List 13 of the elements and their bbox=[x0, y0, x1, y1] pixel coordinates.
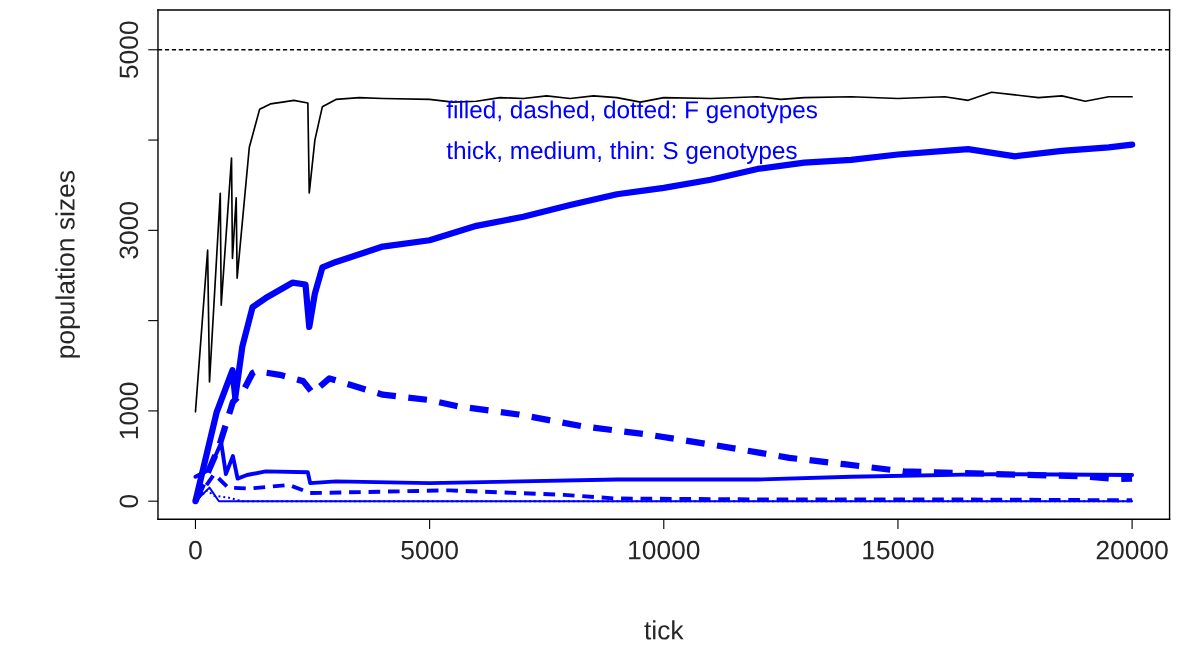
y-tick-label: 1000 bbox=[119, 382, 139, 439]
y-tick-label: 5000 bbox=[119, 21, 139, 79]
x-tick-label: 20000 bbox=[1096, 540, 1168, 560]
x-tick-label: 5000 bbox=[401, 540, 458, 560]
y-axis-title: population sizes bbox=[55, 170, 80, 358]
x-tick-label: 0 bbox=[189, 540, 202, 560]
x-tick-label: 15000 bbox=[863, 540, 934, 560]
x-tick-label: 10000 bbox=[629, 540, 700, 560]
annotation: filled, dashed, dotted: F genotypes bbox=[446, 100, 817, 124]
y-tick-label: 3000 bbox=[119, 202, 139, 259]
x-axis-title: tick bbox=[644, 620, 684, 640]
annotation: thick, medium, thin: S genotypes bbox=[446, 141, 797, 164]
y-tick-label: 0 bbox=[119, 494, 139, 508]
